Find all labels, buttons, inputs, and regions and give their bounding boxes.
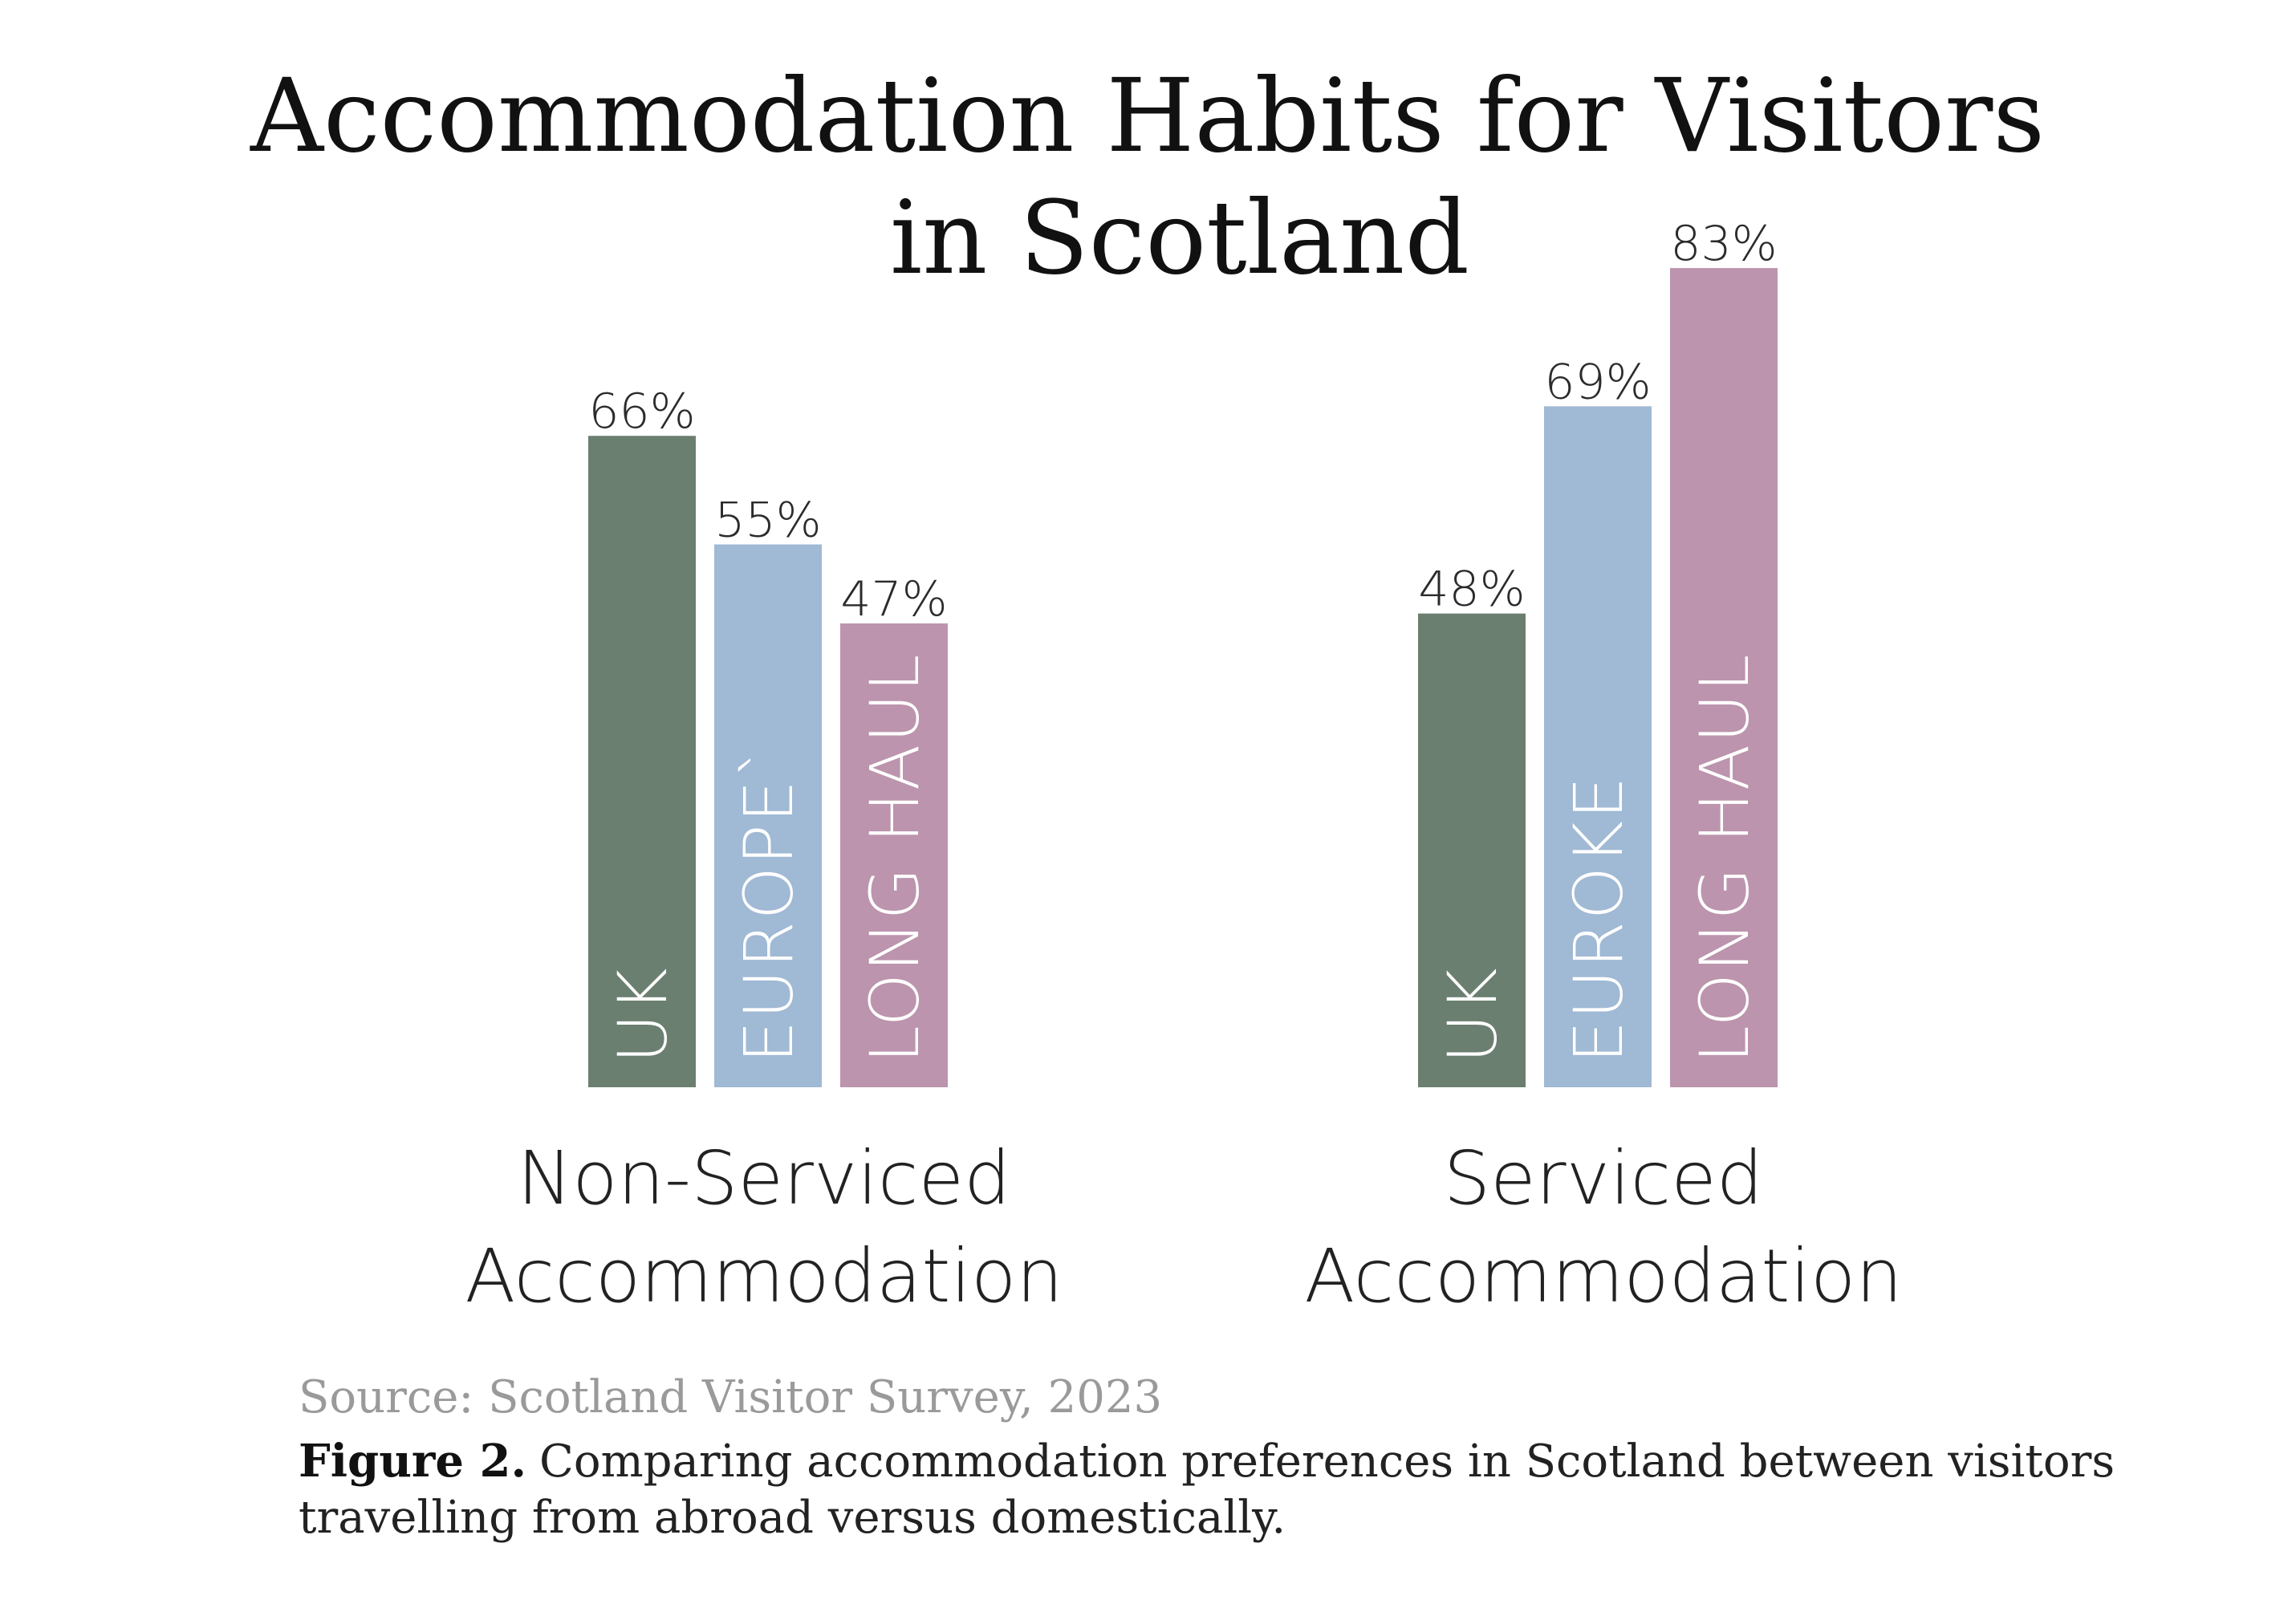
bar-serviced-long-haul — [1670, 268, 1778, 1088]
figure-caption-line-2: travelling from abroad versus domestical… — [299, 1492, 1286, 1544]
category-label-non-serviced-europe: EUROPE` — [729, 743, 808, 1063]
category-label-non-serviced-long-haul: LONG HAUL — [855, 653, 934, 1063]
bar-non-serviced-uk — [588, 436, 696, 1087]
group-label-non-serviced-line-1: Non-Serviced — [517, 1135, 1010, 1221]
chart-title-line-1: Accommodation Habits for Visitors — [250, 57, 2045, 175]
figure-caption-text-1: Comparing accommodation preferences in S… — [539, 1435, 2115, 1488]
figure-caption-label: Figure 2. — [299, 1435, 526, 1488]
value-label-non-serviced-europe: 55% — [714, 493, 821, 549]
group-label-serviced-line-2: Accommodation — [1304, 1233, 1902, 1319]
bar-serviced-euroke — [1544, 406, 1652, 1087]
value-label-serviced-long-haul: 83% — [1670, 216, 1777, 272]
chart-title-line-2: in Scotland — [890, 179, 1469, 297]
group-label-serviced-line-1: Serviced — [1444, 1135, 1763, 1221]
category-label-serviced-uk: UK — [1433, 966, 1512, 1063]
value-label-non-serviced-uk: 66% — [588, 384, 695, 440]
category-label-serviced-euroke: EUROKE — [1559, 775, 1638, 1063]
bar-non-serviced-europe — [714, 544, 822, 1087]
category-label-serviced-long-haul: LONG HAUL — [1685, 653, 1764, 1063]
bar-non-serviced-long-haul — [840, 623, 948, 1087]
source-note: Source: Scotland Visitor Survey, 2023 — [299, 1371, 1162, 1423]
bar-serviced-uk — [1418, 613, 1526, 1087]
category-label-non-serviced-uk: UK — [603, 966, 682, 1063]
value-label-serviced-uk: 48% — [1418, 562, 1525, 618]
group-label-non-serviced-line-2: Accommodation — [465, 1233, 1063, 1319]
value-label-serviced-euroke: 69% — [1544, 354, 1651, 410]
value-label-non-serviced-long-haul: 47% — [840, 571, 947, 627]
bars-layer: 66% UK 55% EUROPE` 47% LONG HAUL 48% UK 69% EUROK… — [588, 216, 1778, 1088]
figure-caption-line-1: Figure 2. Comparing accommodation prefere… — [299, 1435, 2115, 1488]
